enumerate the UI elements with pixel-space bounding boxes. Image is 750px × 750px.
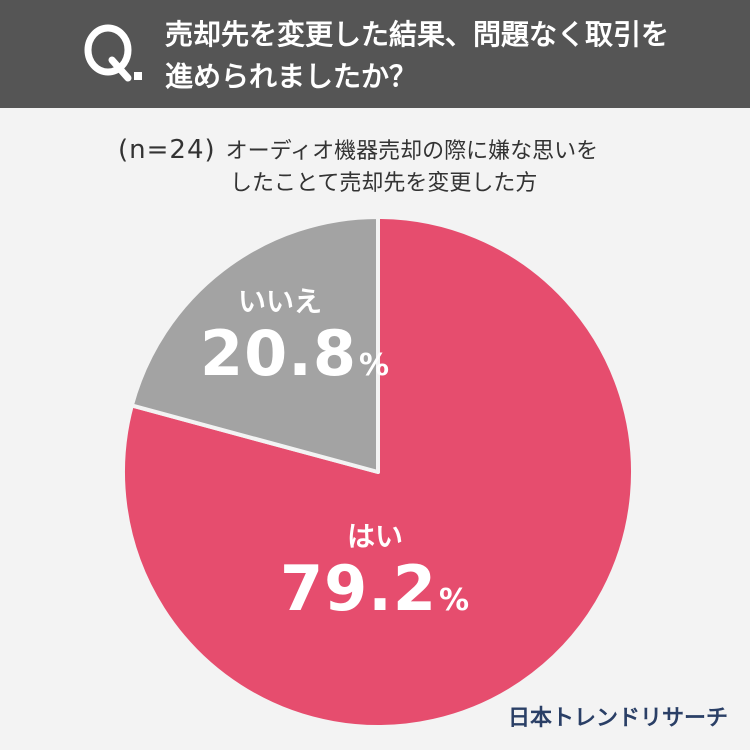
slice-label-yes: はい 79.2%: [280, 520, 470, 636]
q-letter-icon: [84, 24, 142, 82]
slice-unit-yes: %: [438, 583, 471, 618]
pie-slice-yes: [121, 215, 635, 729]
subtitle-line-1: オーディオ機器売却の際に嫌な思いを: [225, 139, 599, 164]
subtitle-line-2: したことて売却先を変更した方: [230, 171, 538, 196]
slice-category-yes: はい: [346, 520, 403, 553]
question-line-1: 売却先を変更した結果、問題なく取引を: [165, 18, 670, 51]
slice-value-yes: 79.2: [280, 552, 437, 625]
chart-subtitle: (n=24) オーディオ機器売却の際に嫌な思いを したことて売却先を変更した方: [118, 134, 718, 200]
slice-value-no: 20.8: [200, 317, 357, 390]
question-header: 売却先を変更した結果、問題なく取引を 進められましたか？: [0, 0, 750, 108]
pie-slice-no: [129, 215, 380, 474]
question-line-2: 進められましたか？: [165, 60, 418, 93]
sample-size: (n=24): [118, 135, 216, 165]
brand-logo: 日本トレンドリサーチ: [507, 706, 728, 731]
question-text: 売却先を変更した結果、問題なく取引を 進められましたか？: [165, 14, 725, 98]
slice-label-no: いいえ 20.8%: [200, 285, 389, 401]
slice-unit-no: %: [358, 348, 391, 383]
slice-category-no: いいえ: [237, 285, 322, 318]
